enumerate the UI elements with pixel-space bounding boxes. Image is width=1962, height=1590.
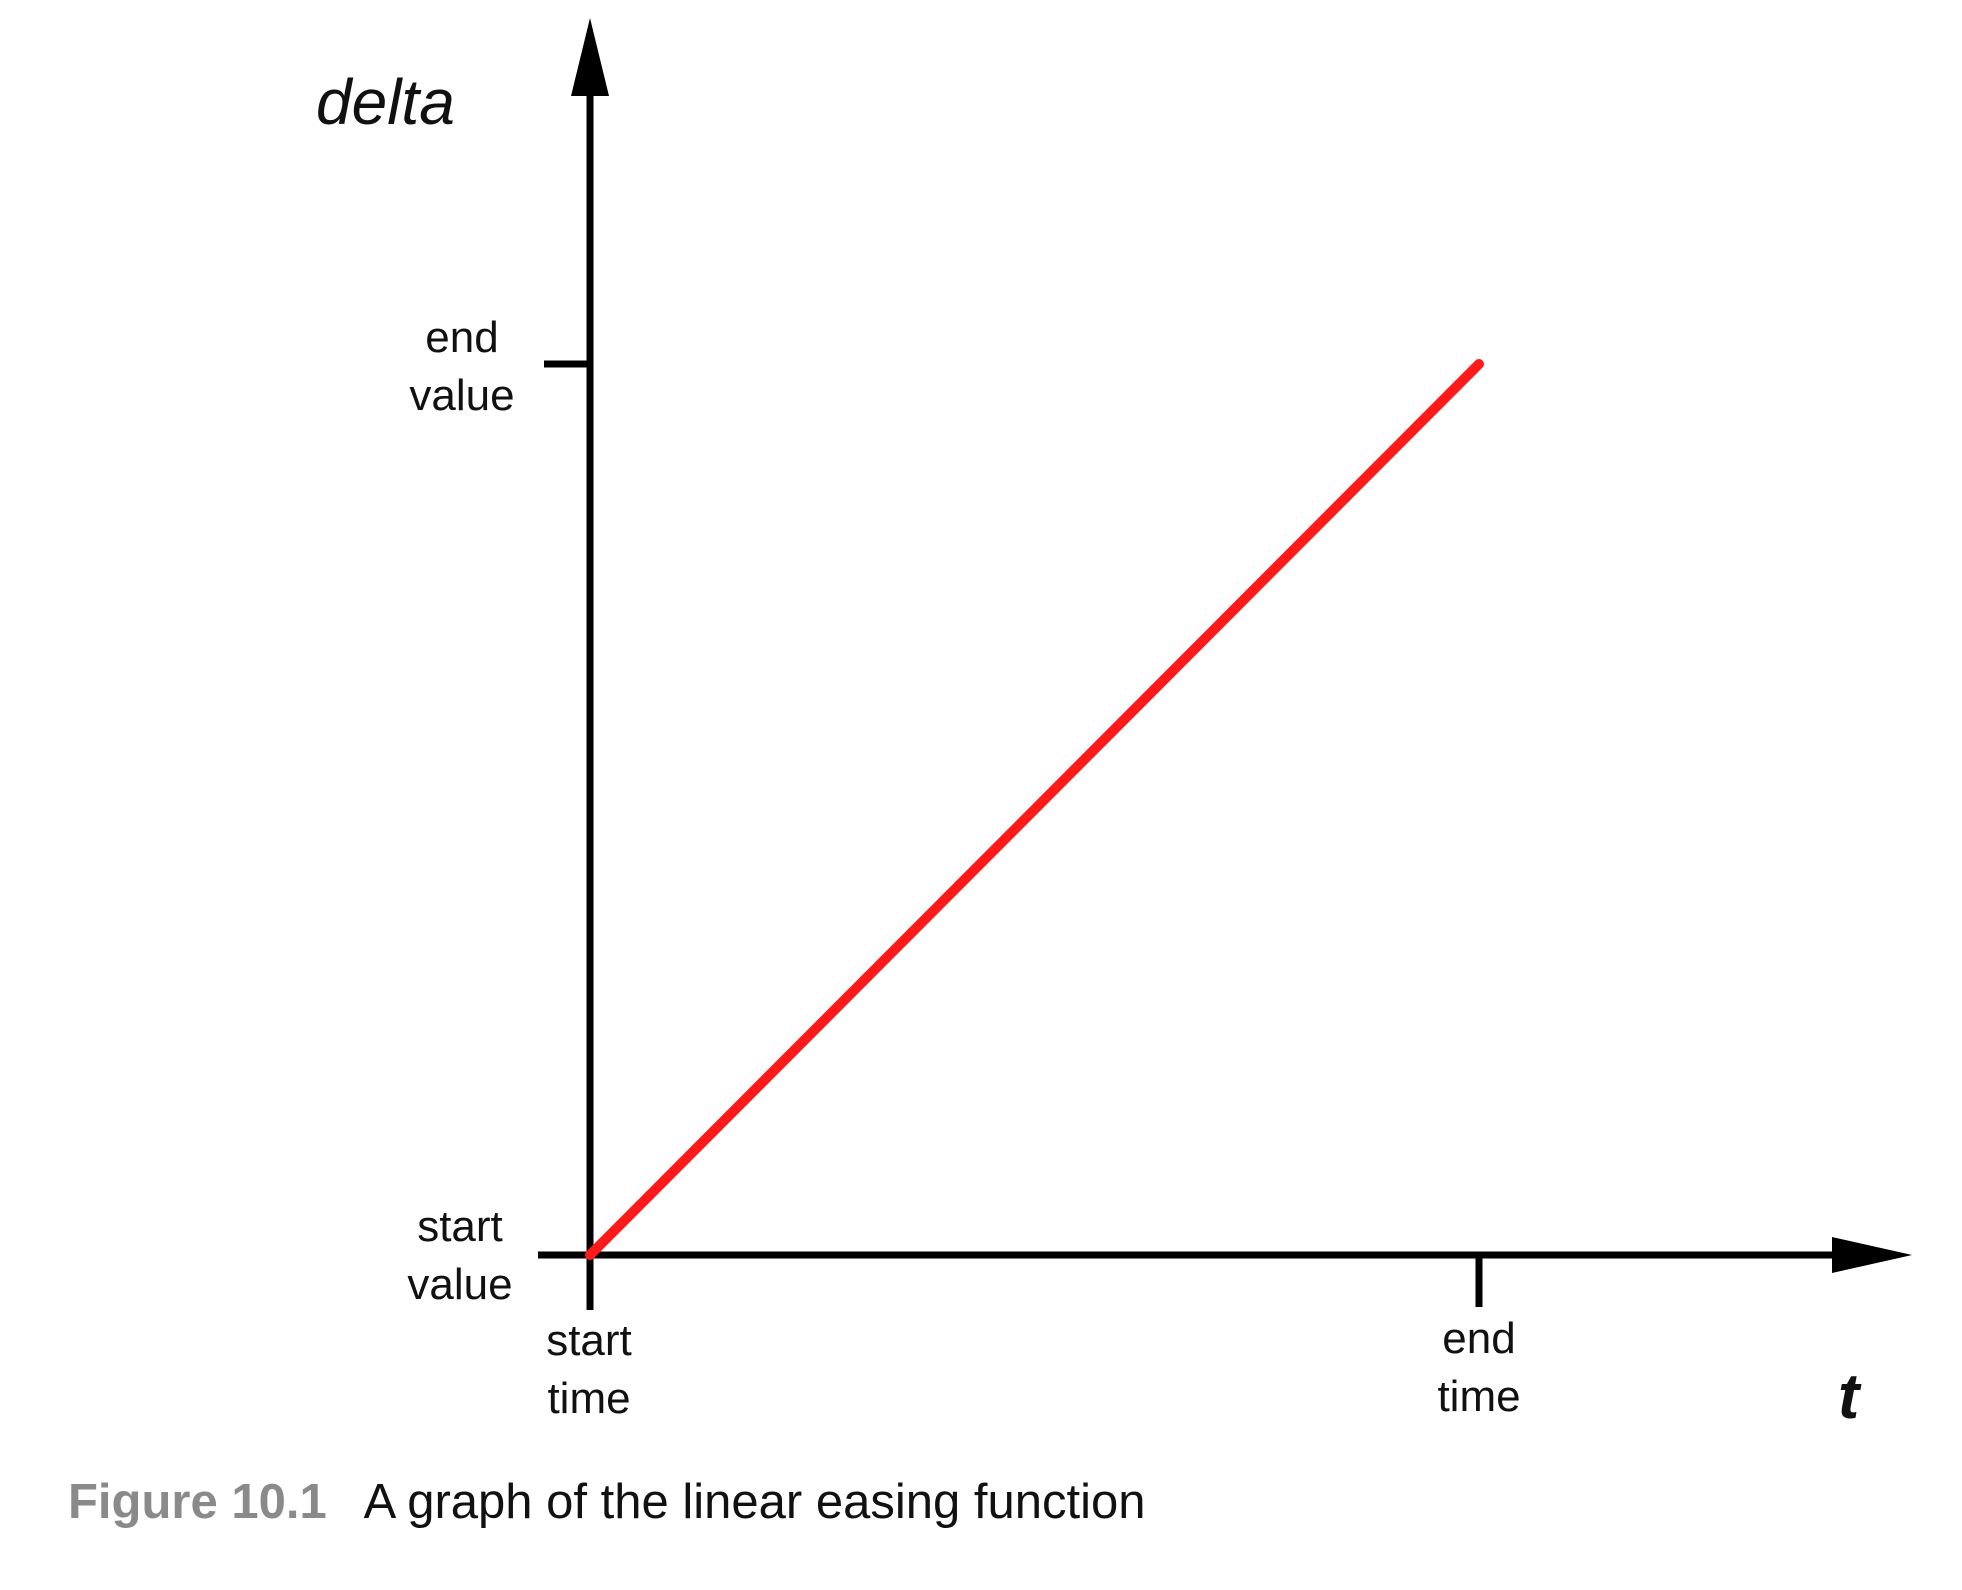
- axes: [538, 18, 1912, 1310]
- x-tick-label-end-line2: time: [1437, 1372, 1520, 1421]
- x-axis-title: t: [1838, 1360, 1862, 1432]
- y-tick-label-start-line2: value: [407, 1260, 512, 1309]
- x-tick-label-end-line1: end: [1442, 1314, 1515, 1363]
- figure-caption-text: A graph of the linear easing function: [363, 1475, 1146, 1529]
- y-axis-arrowhead: [571, 18, 609, 96]
- tick-marks: [544, 360, 1483, 1307]
- y-tick-label-end-line2: value: [409, 371, 514, 420]
- x-tick-label-start-line1: start: [546, 1316, 632, 1365]
- linear-series-line: [585, 359, 1484, 1260]
- x-tick-label-start-line2: time: [547, 1374, 630, 1423]
- y-tick-label-start-line1: start: [417, 1202, 503, 1251]
- figure-caption: Figure 10.1 A graph of the linear easing…: [68, 1474, 1145, 1530]
- x-axis-arrowhead: [1832, 1237, 1912, 1273]
- y-axis-title: delta: [316, 66, 455, 138]
- y-tick-label-end-line1: end: [425, 313, 498, 362]
- figure-number: Figure 10.1: [68, 1475, 327, 1529]
